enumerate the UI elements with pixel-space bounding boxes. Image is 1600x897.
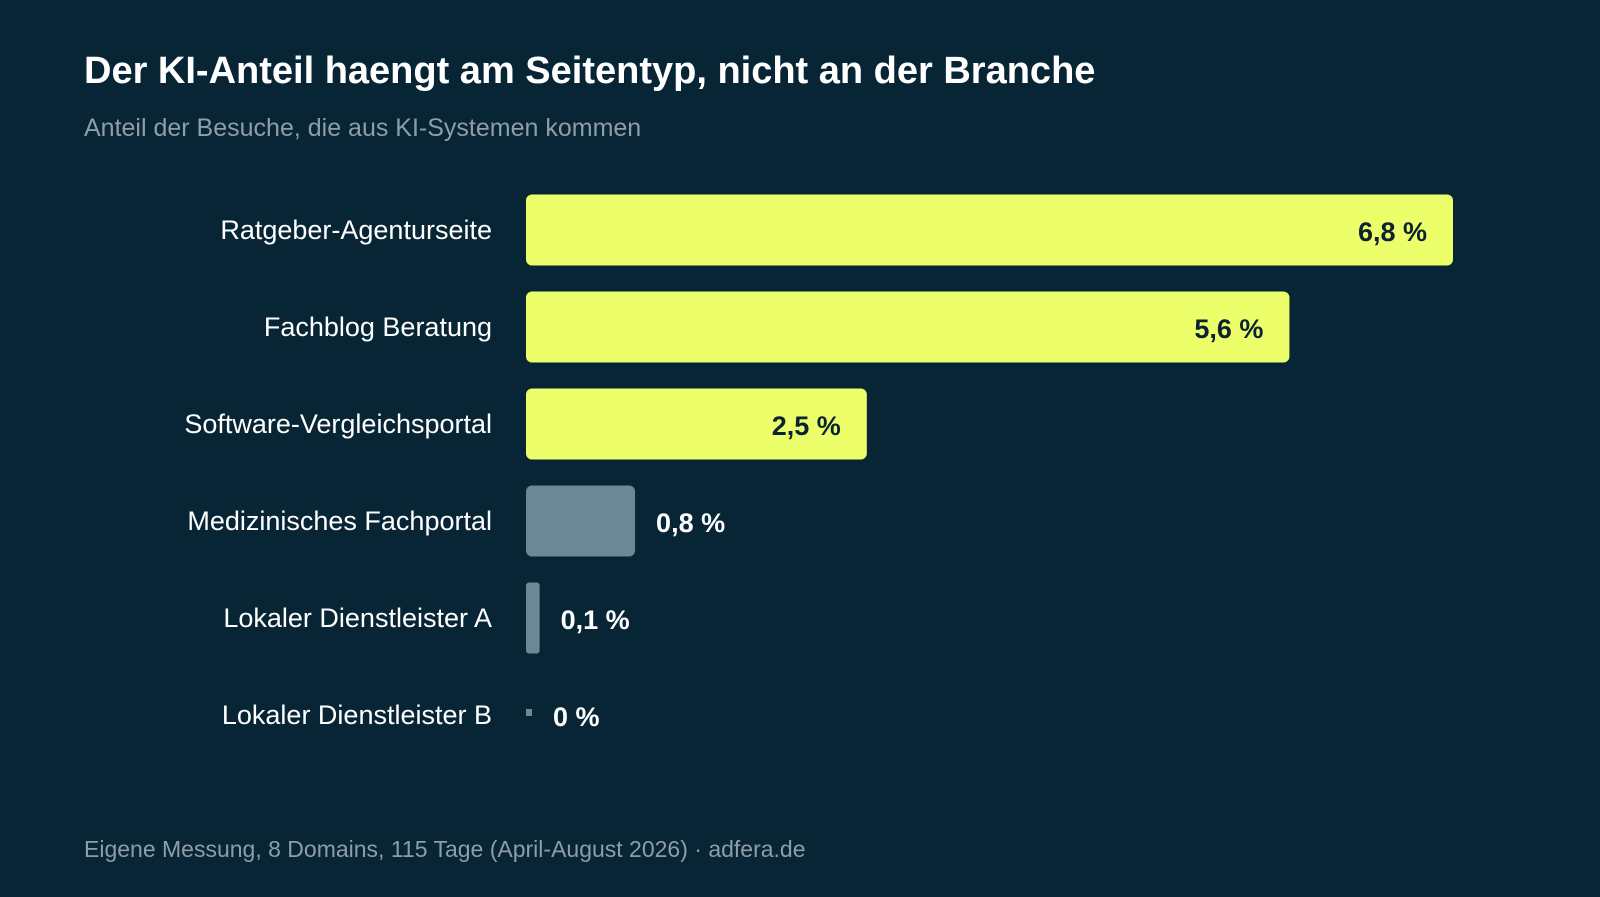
value-label: 2,5 % (772, 411, 841, 441)
category-label: Fachblog Beratung (264, 312, 492, 342)
chart-subtitle: Anteil der Besuche, die aus KI-Systemen … (84, 114, 642, 142)
bar (526, 291, 1290, 363)
category-label: Medizinisches Fachportal (187, 506, 492, 536)
value-label: 5,6 % (1194, 314, 1263, 344)
value-label: 0 % (553, 702, 600, 732)
bar (526, 709, 532, 716)
value-label: 0,1 % (561, 605, 630, 635)
bar (526, 388, 867, 460)
category-label: Ratgeber-Agenturseite (220, 215, 492, 245)
bar (526, 485, 636, 557)
source-footnote: Eigene Messung, 8 Domains, 115 Tage (Apr… (84, 836, 806, 862)
value-label: 0,8 % (656, 508, 725, 538)
chart-title: Der KI-Anteil haengt am Seitentyp, nicht… (84, 50, 1096, 92)
value-label: 6,8 % (1358, 217, 1427, 247)
category-label: Lokaler Dienstleister B (222, 700, 492, 730)
category-label: Software-Vergleichsportal (184, 409, 492, 439)
category-label: Lokaler Dienstleister A (223, 603, 492, 633)
bar (526, 582, 540, 654)
bar (526, 194, 1453, 266)
